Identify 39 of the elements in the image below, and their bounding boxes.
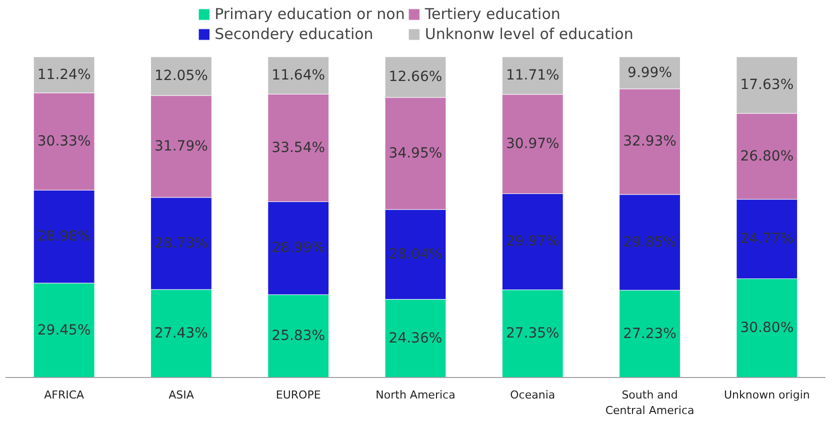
data-label: 27.43%: [154, 326, 208, 342]
data-label: 12.05%: [154, 68, 208, 84]
data-label: 12.66%: [388, 69, 442, 86]
data-label: 11.64%: [272, 68, 326, 84]
x-tick-label: South and Central America: [605, 388, 694, 418]
x-tick-label: Oceania: [510, 388, 556, 402]
data-label: 30.80%: [740, 320, 794, 336]
data-label: 25.83%: [272, 328, 326, 344]
data-label: 11.24%: [37, 66, 91, 83]
data-label: 26.80%: [740, 148, 794, 164]
data-label: 34.95%: [388, 145, 442, 162]
data-label: 27.23%: [623, 326, 676, 342]
data-label: 28.99%: [272, 240, 326, 256]
data-label: 29.85%: [623, 234, 676, 250]
data-label: 17.63%: [740, 77, 794, 94]
x-tick-label: EUROPE: [276, 388, 321, 402]
data-label: 28.04%: [388, 246, 442, 262]
x-tick-label: North America: [376, 388, 456, 402]
legend-label: Primary education or non: [214, 5, 405, 23]
data-label: 24.77%: [740, 231, 794, 248]
data-label: 32.93%: [623, 134, 676, 150]
data-label: 31.79%: [154, 138, 208, 154]
data-label: 30.33%: [37, 134, 91, 150]
data-label: 11.71%: [506, 68, 560, 84]
x-tick-label: AFRICA: [44, 388, 85, 402]
x-tick-label: ASIA: [168, 388, 194, 402]
data-label: 24.36%: [388, 330, 442, 346]
data-label: 29.45%: [37, 322, 91, 338]
data-label: 33.54%: [272, 140, 326, 156]
data-label: 9.99%: [628, 64, 672, 81]
legend-label: Unknonw level of education: [424, 25, 634, 43]
legend-label: Secondery education: [214, 25, 374, 43]
data-label: 30.97%: [506, 136, 560, 152]
data-label: 28.73%: [154, 235, 208, 252]
x-tick-label: Unknown origin: [724, 388, 810, 402]
data-label: 28.98%: [37, 228, 91, 245]
legend-label: Tertiery education: [424, 5, 560, 23]
data-label: 29.97%: [506, 234, 560, 250]
data-label: 27.35%: [506, 326, 560, 342]
